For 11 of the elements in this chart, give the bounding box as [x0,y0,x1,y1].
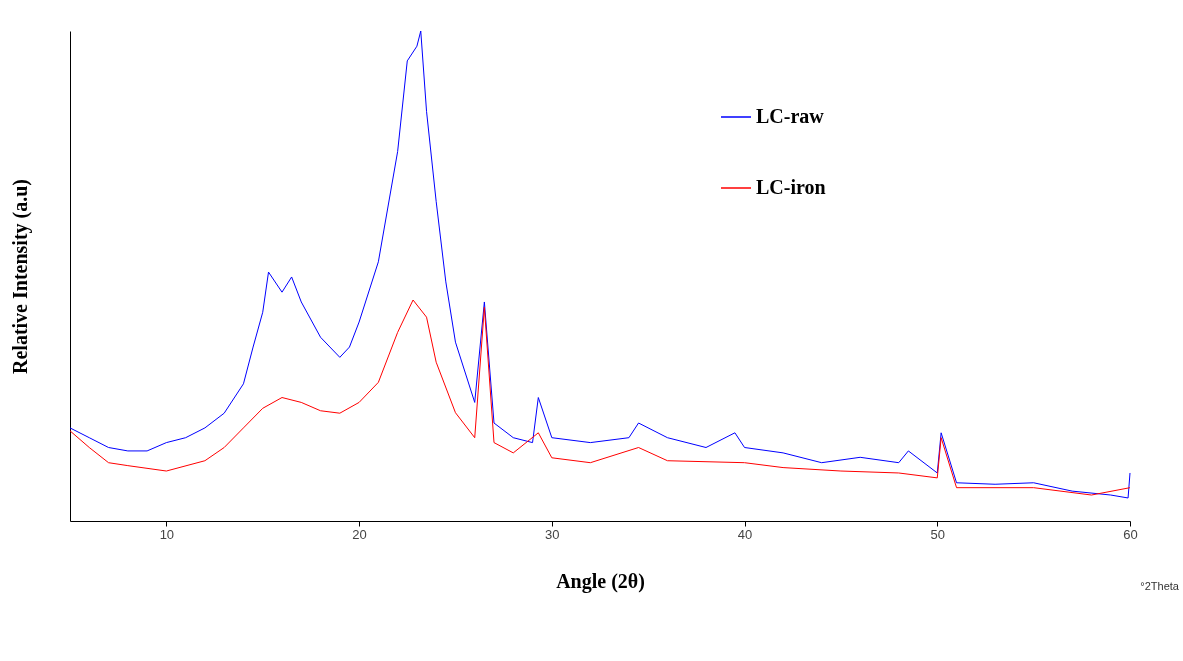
x-tick-label: 10 [159,526,175,542]
x-axis-title: Angle (2θ) [556,569,645,593]
x-tick-label: 50 [930,526,946,542]
legend-label: LC-raw [756,105,825,127]
text: °2Theta [1140,580,1179,592]
x-tick-label: 20 [352,526,367,542]
x-tick-label: 40 [737,526,753,542]
x-tick-label: 30 [545,526,560,542]
x-tick-label: 60 [1123,526,1138,542]
legend-label: LC-iron [756,176,826,198]
y-axis-title: Relative Intensity (a.u) [8,179,32,374]
